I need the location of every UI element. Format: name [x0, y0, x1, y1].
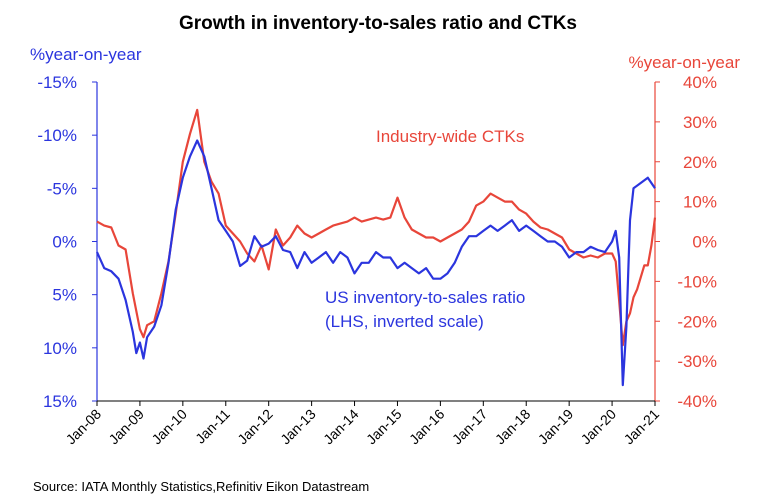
left-axis-tick-label: 10% — [43, 339, 77, 358]
right-axis-tick-label: 40% — [683, 73, 717, 92]
x-axis-tick-label: Jan-09 — [105, 406, 147, 448]
right-axis-tick-label: -20% — [677, 312, 717, 331]
inventory-ratio-line — [95, 139, 656, 387]
x-axis-tick-label: Jan-10 — [148, 406, 190, 448]
left-axis-tick-label: 0% — [52, 233, 77, 252]
x-axis-tick-label: Jan-20 — [578, 406, 620, 448]
right-axis-tick-label: 30% — [683, 113, 717, 132]
x-axis-tick-label: Jan-08 — [63, 406, 105, 448]
left-axis-tick-label: -5% — [47, 179, 77, 198]
x-axis-tick-label: Jan-13 — [277, 406, 319, 448]
right-axis-tick-label: -40% — [677, 392, 717, 411]
left-axis-tick-label: 5% — [52, 286, 77, 305]
ctk-series-annotation: Industry-wide CTKs — [376, 127, 524, 146]
x-axis-tick-label: Jan-18 — [492, 406, 534, 448]
x-axis-tick-label: Jan-11 — [192, 406, 233, 447]
right-axis-tick-label: 0% — [692, 233, 717, 252]
inventory-series-annotation-line-2: (LHS, inverted scale) — [325, 312, 484, 331]
left-axis-tick-label: -15% — [37, 73, 77, 92]
inventory-series-annotation-line-1: US inventory-to-sales ratio — [325, 288, 525, 307]
right-axis-unit-label: %year-on-year — [629, 53, 741, 72]
x-axis-tick-label: Jan-14 — [320, 406, 362, 448]
x-axis-tick-label: Jan-15 — [363, 406, 405, 448]
right-axis-tick-label: -10% — [677, 272, 717, 291]
source-note: Source: IATA Monthly Statistics,Refiniti… — [33, 479, 369, 494]
left-axis-unit-label: %year-on-year — [30, 45, 142, 64]
chart-title: Growth in inventory-to-sales ratio and C… — [179, 13, 577, 34]
x-axis-tick-label: Jan-17 — [449, 406, 491, 448]
x-axis-tick-label: Jan-12 — [234, 406, 276, 448]
x-axis-tick-label: Jan-19 — [535, 406, 577, 448]
ctk-line — [96, 108, 657, 347]
right-axis-tick-label: -30% — [677, 352, 717, 371]
right-axis-tick-label: 20% — [683, 153, 717, 172]
left-axis-tick-label: 15% — [43, 392, 77, 411]
x-axis-tick-label: Jan-21 — [621, 406, 663, 448]
left-axis-tick-label: -10% — [37, 126, 77, 145]
right-axis-tick-label: 10% — [683, 193, 717, 212]
x-axis-tick-label: Jan-16 — [406, 406, 448, 448]
series-lines — [95, 108, 657, 387]
